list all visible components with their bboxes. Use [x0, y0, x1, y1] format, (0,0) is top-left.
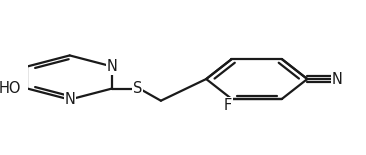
- Text: N: N: [107, 59, 117, 74]
- Text: F: F: [224, 98, 232, 113]
- Text: HO: HO: [0, 81, 21, 96]
- Text: N: N: [64, 92, 75, 107]
- Text: N: N: [332, 71, 343, 86]
- Text: S: S: [132, 81, 142, 96]
